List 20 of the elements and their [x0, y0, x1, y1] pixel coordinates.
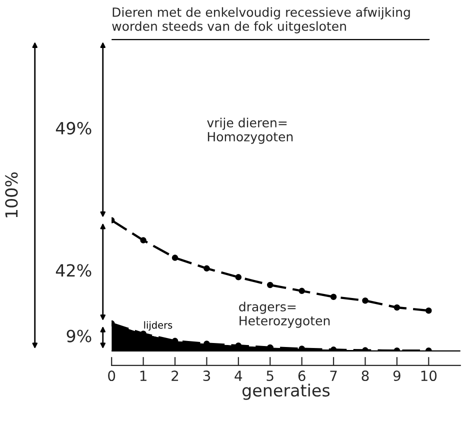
x-tick-label: 2: [172, 370, 178, 381]
x-tick-label: 3: [203, 370, 210, 382]
series-label: dragers= Heterozygoten: [239, 302, 330, 328]
text: 100%: [5, 172, 18, 218]
chart-title: Dieren met de enkelvoudig recessieve afwijking worden steeds van de fok uitgesloten: [112, 7, 410, 34]
text: 42%: [56, 264, 92, 277]
x-tick-label: 8: [362, 370, 369, 382]
x-tick-label: 0: [108, 370, 116, 382]
x-tick-label: 5: [266, 370, 274, 382]
x-tick-label: 10: [421, 370, 437, 382]
x-axis-title: generaties: [242, 384, 330, 400]
series-label: lijders: [144, 321, 172, 331]
text: 9%: [66, 330, 92, 342]
series-label: vrije dieren= Homozygoten: [207, 118, 293, 144]
text: 49%: [56, 122, 92, 135]
x-tick-label: 7: [330, 370, 337, 381]
x-tick-label: 4: [234, 370, 242, 381]
x-tick-label: 6: [298, 370, 306, 382]
x-tick-label: 1: [140, 370, 146, 381]
x-tick-label: 9: [393, 370, 400, 382]
